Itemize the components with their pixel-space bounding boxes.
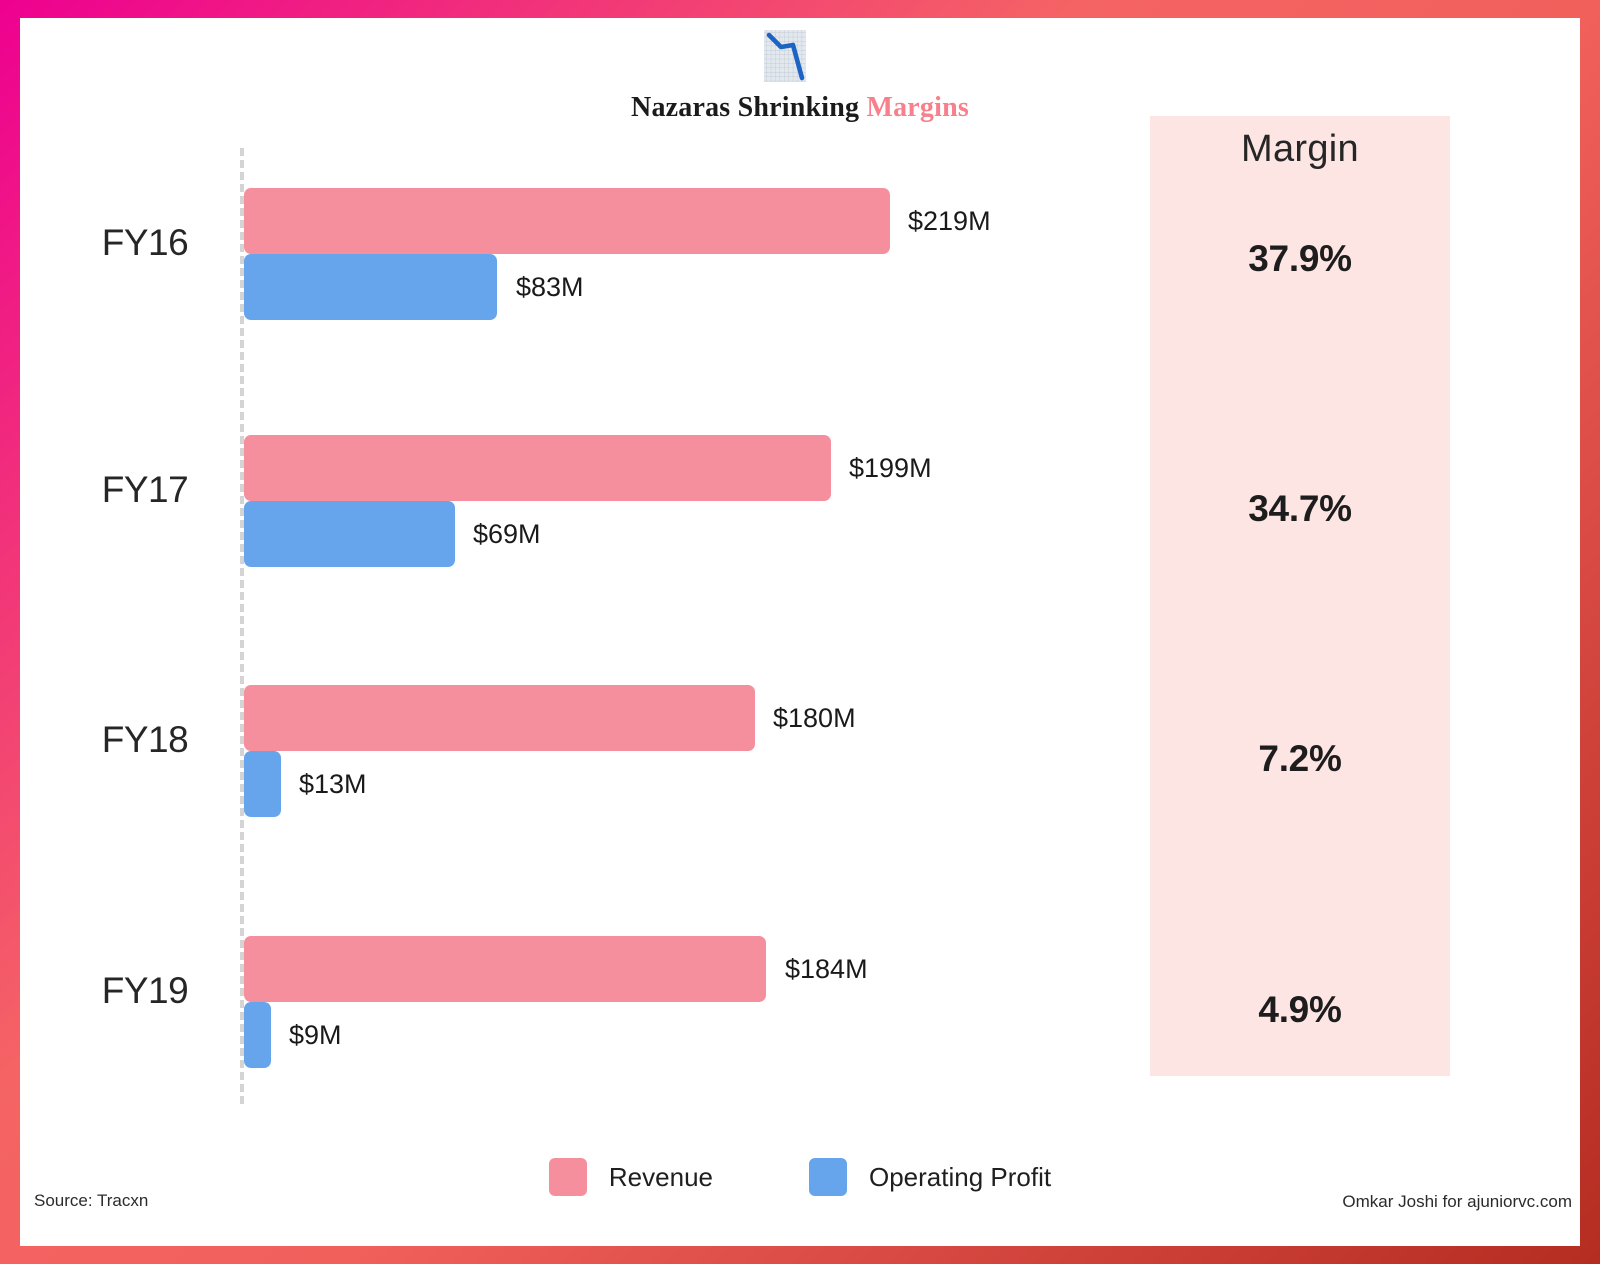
y-axis-dashed-line — [240, 148, 244, 1104]
page-title: Nazaras Shrinking Margins — [20, 92, 1580, 124]
revenue-bar-value-fy17: $199M — [849, 453, 932, 483]
bar-group-fy17: FY17 $199M $69M — [20, 397, 1150, 583]
revenue-bar-value-fy19: $184M — [785, 954, 868, 984]
bar-group-fy16: FY16 $219M $83M — [20, 150, 1150, 336]
legend-swatch-operating-profit-icon — [808, 1158, 847, 1196]
legend-label-operating-profit: Operating Profit — [868, 1161, 1052, 1192]
profit-bar-fy16[interactable] — [244, 254, 497, 320]
plot-area: FY16 $219M $83M FY17 $199M — [20, 18, 1150, 1246]
revenue-bar-value-fy18: $180M — [773, 703, 856, 733]
legend-label-revenue: Revenue — [608, 1161, 713, 1192]
category-label-fy18: FY18 — [101, 719, 189, 760]
profit-bar-value-fy16: $83M — [516, 272, 584, 302]
revenue-bar-fy18[interactable] — [244, 685, 755, 751]
legend-item-revenue[interactable]: Revenue — [548, 1158, 713, 1196]
category-label-fy16: FY16 — [101, 222, 189, 263]
legend-swatch-revenue-icon — [548, 1158, 587, 1196]
bar-group-fy19: FY19 $184M $9M — [20, 898, 1150, 1084]
category-label-fy19: FY19 — [101, 970, 189, 1011]
legend-item-operating-profit[interactable]: Operating Profit — [808, 1158, 1052, 1196]
margin-value-fy16: 37.9% — [1248, 238, 1352, 279]
revenue-bar-fy16[interactable] — [244, 188, 890, 254]
chart-legend: Revenue Operating Profit — [20, 1158, 1580, 1196]
profit-bar-value-fy18: $13M — [299, 769, 367, 799]
profit-bar-fy19[interactable] — [244, 1002, 271, 1068]
credit-note: Omkar Joshi for ajuniorvc.com — [1342, 1192, 1572, 1211]
margin-value-fy17: 34.7% — [1248, 488, 1352, 529]
chart-canvas: Nazaras Shrinking Margins FY16 $219M $83… — [20, 18, 1580, 1246]
revenue-bar-value-fy16: $219M — [908, 206, 991, 236]
profit-bar-value-fy17: $69M — [473, 519, 541, 549]
margin-panel-header: Margin — [1241, 128, 1359, 170]
title-main-text: Nazaras Shrinking — [631, 92, 867, 123]
chart-decreasing-emoji — [762, 28, 808, 84]
category-label-fy17: FY17 — [101, 469, 189, 510]
margin-value-fy19: 4.9% — [1258, 989, 1342, 1030]
profit-bar-fy17[interactable] — [244, 501, 455, 567]
margin-value-fy18: 7.2% — [1258, 738, 1342, 779]
revenue-bar-fy19[interactable] — [244, 936, 766, 1002]
revenue-bar-fy17[interactable] — [244, 435, 831, 501]
source-note: Source: Tracxn — [34, 1191, 149, 1210]
margin-panel: Margin 37.9% 34.7% 7.2% 4.9% — [1150, 116, 1450, 1076]
bar-group-fy18: FY18 $180M $13M — [20, 647, 1150, 833]
profit-bar-fy18[interactable] — [244, 751, 281, 817]
title-accent-text: Margins — [866, 92, 969, 123]
profit-bar-value-fy19: $9M — [289, 1020, 342, 1050]
